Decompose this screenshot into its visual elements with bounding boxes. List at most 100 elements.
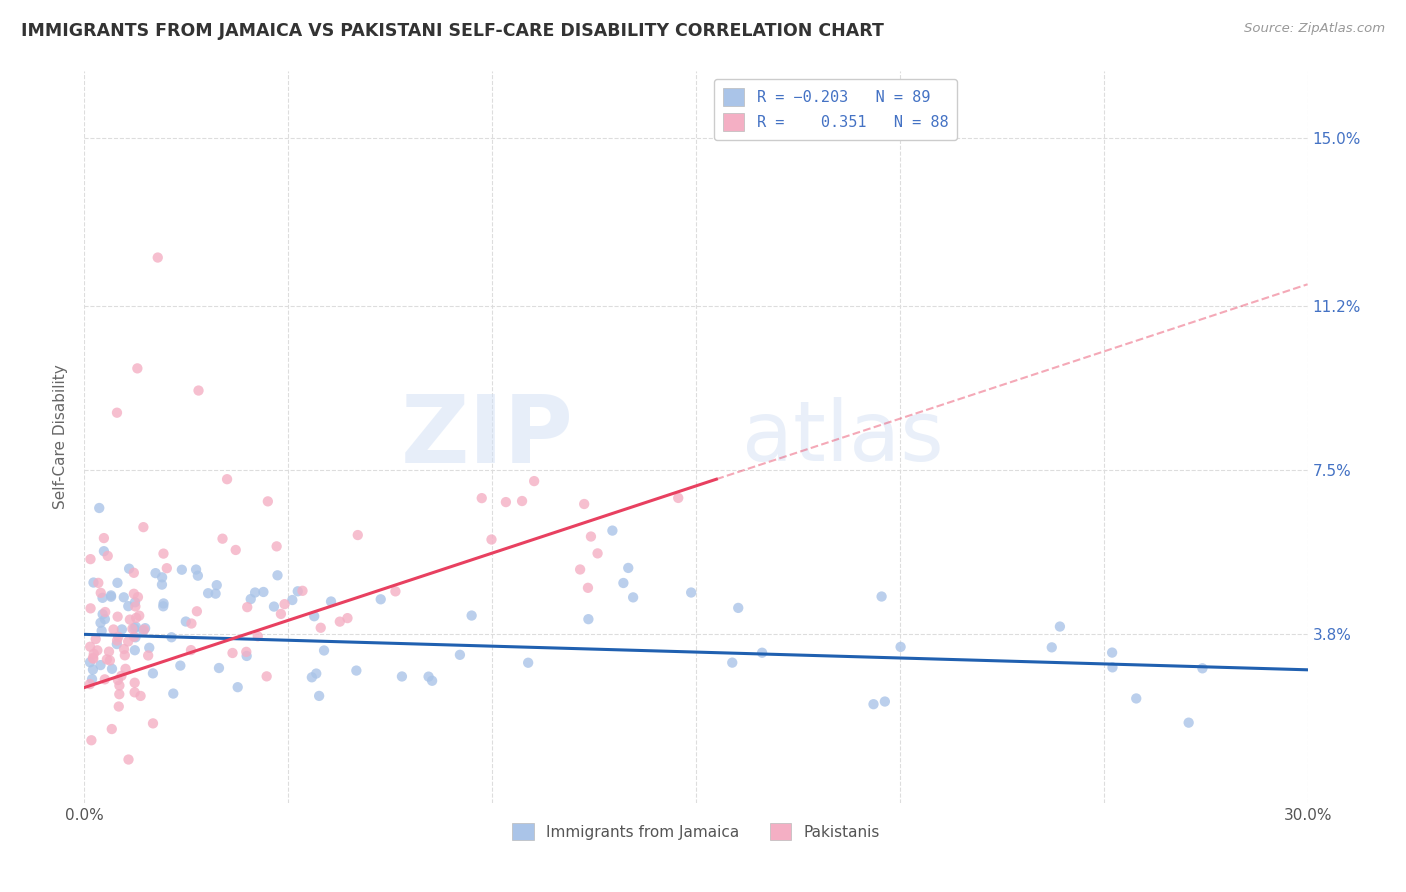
Point [460, 608, 482, 623]
Point [152, 599, 174, 614]
Point [142, 666, 165, 681]
Point [329, 615, 352, 629]
Point [107, 575, 129, 590]
Point [1125, 691, 1147, 706]
Point [122, 566, 145, 580]
Point [576, 581, 599, 595]
Point [270, 607, 292, 621]
Point [197, 586, 219, 600]
Text: ZIP: ZIP [401, 391, 574, 483]
Point [160, 630, 183, 644]
Point [510, 494, 533, 508]
Point [162, 687, 184, 701]
Point [83, 647, 105, 661]
Point [86, 643, 108, 657]
Point [117, 634, 139, 648]
Point [187, 568, 209, 582]
Point [142, 716, 165, 731]
Point [79, 601, 101, 615]
Point [579, 529, 602, 543]
Point [79, 552, 101, 566]
Point [180, 643, 202, 657]
Point [98, 644, 121, 658]
Text: Source: ZipAtlas.com: Source: ZipAtlas.com [1244, 22, 1385, 36]
Point [186, 604, 208, 618]
Point [681, 585, 703, 599]
Point [517, 656, 540, 670]
Y-axis label: Self-Care Disability: Self-Care Disability [53, 365, 69, 509]
Point [612, 576, 634, 591]
Point [309, 621, 332, 635]
Point [301, 670, 323, 684]
Point [291, 583, 314, 598]
Point [128, 608, 150, 623]
Point [870, 590, 893, 604]
Point [572, 497, 595, 511]
Point [145, 566, 167, 581]
Point [862, 697, 884, 711]
Point [471, 491, 494, 505]
Point [138, 640, 160, 655]
Point [124, 621, 146, 635]
Point [105, 637, 128, 651]
Point [96, 652, 118, 666]
Point [114, 662, 136, 676]
Point [93, 531, 115, 545]
Point [302, 609, 325, 624]
Point [319, 594, 342, 608]
Point [124, 685, 146, 699]
Point [1040, 640, 1063, 655]
Point [94, 605, 117, 619]
Point [107, 673, 129, 687]
Point [79, 640, 101, 654]
Point [112, 591, 135, 605]
Point [617, 561, 640, 575]
Point [103, 623, 125, 637]
Point [225, 543, 247, 558]
Point [273, 597, 295, 611]
Point [602, 524, 624, 538]
Point [221, 646, 243, 660]
Point [107, 630, 129, 644]
Point [91, 591, 114, 605]
Point [122, 630, 145, 644]
Point [80, 733, 103, 747]
Point [80, 672, 103, 686]
Point [94, 673, 117, 687]
Point [124, 599, 146, 614]
Point [82, 663, 104, 677]
Point [1101, 660, 1123, 674]
Point [523, 474, 546, 488]
Point [1177, 715, 1199, 730]
Point [1191, 661, 1213, 675]
Point [281, 593, 304, 607]
Point [132, 624, 155, 638]
Point [79, 655, 101, 669]
Point [124, 595, 146, 609]
Point [727, 601, 749, 615]
Point [721, 656, 744, 670]
Point [217, 472, 239, 486]
Point [256, 669, 278, 683]
Point [134, 621, 156, 635]
Point [252, 585, 274, 599]
Point [263, 599, 285, 614]
Point [205, 578, 228, 592]
Point [180, 616, 202, 631]
Point [105, 633, 128, 648]
Point [100, 588, 122, 602]
Point [150, 577, 173, 591]
Point [481, 533, 503, 547]
Point [235, 648, 257, 663]
Point [90, 586, 112, 600]
Point [370, 592, 392, 607]
Point [257, 494, 280, 508]
Point [152, 547, 174, 561]
Point [621, 591, 644, 605]
Point [449, 648, 471, 662]
Point [384, 584, 406, 599]
Point [136, 648, 159, 663]
Point [184, 563, 207, 577]
Point [418, 670, 440, 684]
Point [236, 600, 259, 615]
